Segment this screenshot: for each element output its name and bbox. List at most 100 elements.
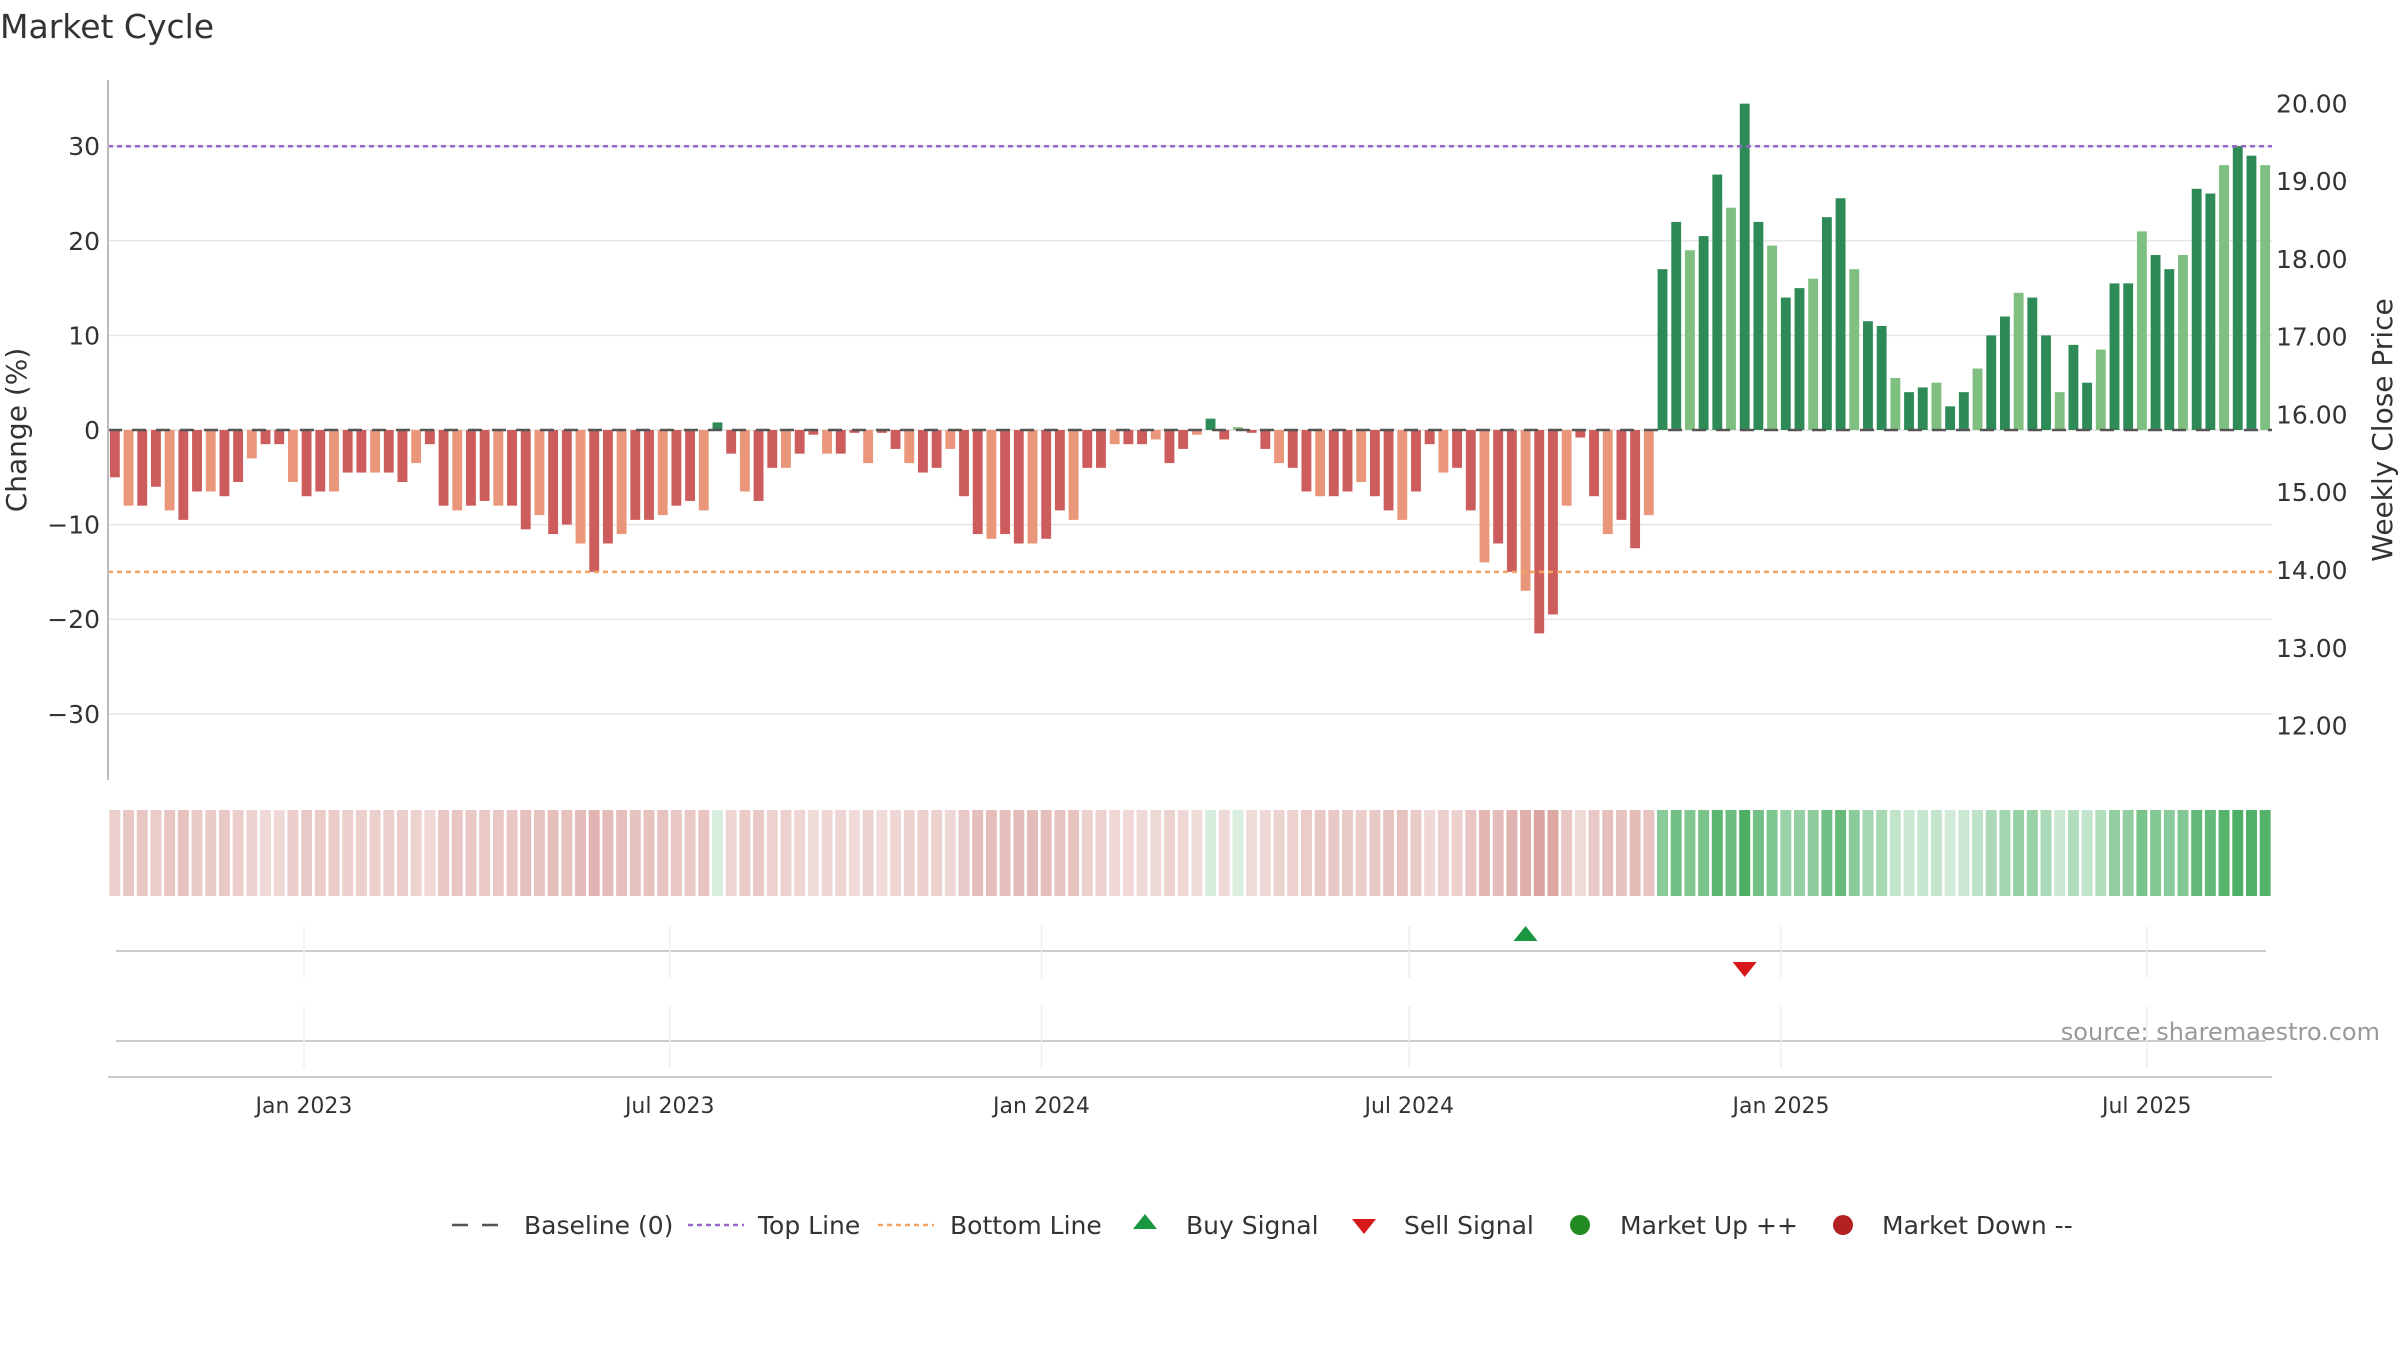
bar <box>890 430 901 449</box>
bar <box>1616 430 1627 520</box>
heat-cell <box>712 810 723 896</box>
bar <box>493 430 504 506</box>
heat-cell <box>2150 810 2162 896</box>
heat-cell <box>1040 810 1052 896</box>
bar <box>466 430 476 506</box>
heat-cell <box>1657 810 1668 896</box>
heat-cell <box>1561 810 1573 896</box>
heat-cell <box>273 810 285 896</box>
heat-cell <box>191 810 203 896</box>
sell-signal-marker <box>1732 962 1757 977</box>
axes: 30 20 10 0 −10 −20 −30 20.00 19.00 18.00 17.00 16.0… <box>47 80 2348 780</box>
heat-cell <box>150 810 162 896</box>
bar <box>2164 269 2175 430</box>
heat-cell <box>1752 810 1764 896</box>
heat-cell <box>177 810 189 896</box>
bar <box>1698 236 1709 430</box>
bar <box>1164 430 1175 464</box>
bar <box>1150 430 1161 440</box>
bar <box>2068 344 2079 430</box>
heat-cell <box>520 810 532 896</box>
bar <box>616 430 627 535</box>
heat-cell <box>2191 810 2203 896</box>
bar <box>1027 430 1038 544</box>
bar <box>178 430 189 520</box>
heat-cell <box>164 810 176 896</box>
x-tick-label: Jul 2023 <box>623 1094 715 1119</box>
bar <box>1041 430 1052 539</box>
heat-cell <box>1424 810 1436 896</box>
y-right-tick-label: 12.00 <box>2276 712 2348 741</box>
heat-cell <box>287 810 299 896</box>
x-tick-label: Jan 2024 <box>991 1094 1090 1119</box>
heat-cell <box>506 810 518 896</box>
heat-cell <box>1109 810 1121 896</box>
heat-cell <box>1821 810 1833 896</box>
bar <box>1233 427 1243 430</box>
heat-cell <box>1437 810 1449 896</box>
x-tick-label: Jul 2025 <box>2100 1094 2192 1119</box>
heat-cell <box>1342 810 1353 896</box>
y-axis-right-label: Weekly Close Price <box>2366 298 2399 561</box>
bar <box>2260 165 2271 430</box>
heat-cell <box>1520 810 1532 896</box>
chart-title: Market Cycle <box>0 7 214 46</box>
heat-cell <box>2054 810 2066 896</box>
bar <box>1726 207 1736 430</box>
heat-cell <box>1725 810 1737 896</box>
heat-cell <box>1410 810 1422 896</box>
bar <box>1767 245 1778 430</box>
heat-cell <box>2177 810 2189 896</box>
bar <box>1383 430 1394 511</box>
heat-cell <box>492 810 504 896</box>
heat-cell <box>1862 810 1874 896</box>
heat-cell <box>684 810 696 896</box>
bar <box>808 430 819 435</box>
bar <box>2054 392 2065 430</box>
bar <box>657 430 668 516</box>
signals-panel <box>116 926 2266 1042</box>
bar <box>753 430 764 501</box>
heat-cell <box>670 810 682 896</box>
bar <box>1246 430 1257 433</box>
bar <box>863 430 874 464</box>
heat-cell <box>931 810 943 896</box>
bar <box>1109 430 1120 445</box>
bar <box>959 430 969 497</box>
heat-cell <box>2067 810 2079 896</box>
heat-cell <box>2259 810 2271 896</box>
heat-cell <box>1506 810 1518 896</box>
heat-cell <box>1068 810 1080 896</box>
bar <box>192 430 202 492</box>
bar <box>1096 430 1106 468</box>
heat-cell <box>1629 810 1641 896</box>
heat-cell <box>2081 810 2093 896</box>
heat-cell <box>1273 810 1285 896</box>
heat-cell <box>1451 810 1463 896</box>
heat-cell <box>1478 810 1490 896</box>
heat-cell <box>1396 810 1408 896</box>
x-tick-label: Jan 2023 <box>254 1094 353 1119</box>
bar <box>137 430 148 506</box>
heat-cell <box>1492 810 1504 896</box>
heat-cell <box>876 810 888 896</box>
y-left-tick-label: 10 <box>68 321 100 350</box>
bar <box>2150 255 2161 430</box>
bar <box>2246 155 2257 431</box>
y-right-tick-label: 19.00 <box>2276 167 2348 196</box>
bar <box>438 430 449 506</box>
bar <box>1821 217 1832 430</box>
bar <box>1356 430 1367 483</box>
heat-cell <box>1917 810 1929 896</box>
bar <box>2219 165 2229 430</box>
heat-cell <box>725 810 737 896</box>
bar <box>1438 430 1449 473</box>
bar <box>575 430 586 544</box>
bar <box>1575 430 1586 438</box>
bar <box>233 430 244 483</box>
bar <box>383 430 394 473</box>
heat-cell <box>1355 810 1367 896</box>
heat-cell <box>1081 810 1093 896</box>
bar <box>685 430 696 501</box>
